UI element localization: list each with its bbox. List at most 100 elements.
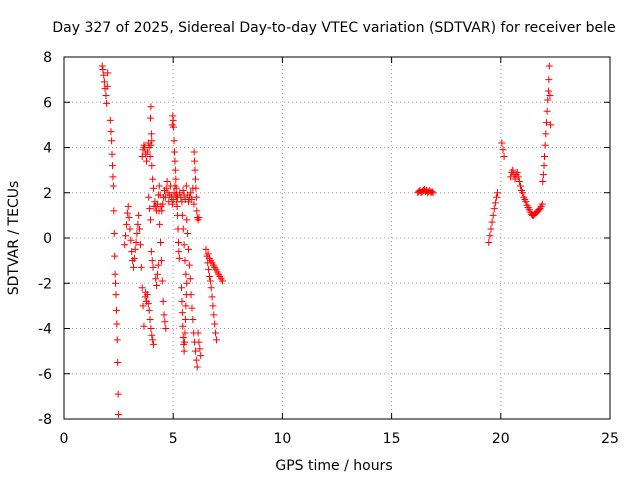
data-point — [106, 116, 114, 124]
data-point — [204, 250, 212, 258]
data-point — [122, 220, 130, 228]
data-point — [184, 229, 192, 237]
data-point — [202, 245, 210, 253]
data-point — [191, 166, 199, 174]
gridlines — [64, 57, 610, 419]
data-point — [129, 263, 137, 271]
data-point — [219, 277, 227, 285]
data-point — [178, 211, 186, 219]
data-point — [135, 211, 143, 219]
data-point — [498, 139, 506, 147]
data-point — [161, 193, 169, 201]
data-point — [113, 336, 121, 344]
data-point — [189, 315, 197, 323]
data-point — [114, 358, 122, 366]
data-point — [489, 211, 497, 219]
data-point — [148, 331, 156, 339]
data-point — [487, 225, 495, 233]
data-point — [147, 130, 155, 138]
data-point — [138, 284, 146, 292]
data-point — [171, 157, 179, 165]
data-point — [180, 241, 188, 249]
data-point — [163, 177, 171, 185]
data-point — [143, 291, 151, 299]
data-point — [194, 329, 202, 337]
data-point — [144, 300, 152, 308]
data-point — [173, 202, 181, 210]
data-point — [181, 338, 189, 346]
data-point — [513, 168, 521, 176]
data-point — [148, 162, 156, 170]
data-point — [170, 137, 178, 145]
y-tick-label: -2 — [38, 276, 52, 292]
data-point — [514, 173, 522, 181]
data-point — [146, 205, 154, 213]
data-point — [159, 200, 167, 208]
data-point — [515, 177, 523, 185]
data-point — [170, 123, 178, 131]
data-point — [110, 229, 118, 237]
data-point — [162, 325, 170, 332]
y-tick-label: -6 — [38, 367, 52, 383]
data-point — [147, 248, 155, 256]
data-point — [546, 91, 554, 99]
data-point — [124, 202, 132, 210]
data-point — [193, 363, 201, 371]
data-point — [143, 157, 151, 165]
data-point — [162, 184, 170, 192]
data-point — [132, 239, 140, 247]
data-point — [207, 284, 215, 292]
data-point — [100, 78, 108, 86]
data-point — [540, 153, 548, 161]
data-point — [499, 146, 507, 154]
data-point — [178, 309, 186, 317]
data-point — [212, 329, 220, 337]
data-point — [150, 184, 158, 192]
data-point — [112, 306, 120, 314]
data-point — [192, 184, 200, 192]
data-point — [149, 175, 157, 183]
x-tick-label: 5 — [169, 431, 178, 447]
data-point — [111, 252, 119, 260]
data-point — [109, 182, 117, 190]
data-point — [545, 62, 553, 70]
data-point — [174, 239, 182, 247]
data-point — [542, 130, 550, 138]
data-point — [139, 302, 147, 310]
y-tick-labels: -8 -6 -4 -2 0 2 4 6 8 — [38, 50, 52, 428]
data-point — [154, 261, 162, 269]
data-point — [115, 410, 123, 418]
data-point — [187, 189, 195, 197]
data-point — [161, 318, 169, 326]
data-point — [103, 99, 111, 107]
data-point — [145, 193, 153, 201]
data-point — [168, 200, 176, 208]
data-point — [491, 199, 499, 207]
data-point — [109, 173, 117, 181]
data-point — [172, 175, 180, 183]
data-point — [490, 205, 498, 213]
data-point — [179, 322, 187, 330]
data-point — [195, 214, 203, 222]
data-point — [98, 62, 106, 70]
data-point — [191, 157, 199, 165]
data-point — [183, 216, 191, 224]
data-point — [185, 261, 193, 269]
data-point — [112, 291, 120, 299]
data-point — [102, 91, 110, 99]
data-point — [103, 82, 111, 90]
data-point — [134, 220, 142, 228]
data-point — [205, 266, 213, 274]
data-point — [188, 304, 196, 312]
data-point — [146, 216, 154, 224]
data-point — [172, 184, 180, 192]
data-point — [190, 200, 198, 208]
data-point — [492, 193, 500, 201]
data-point — [192, 356, 200, 364]
data-point — [182, 302, 190, 310]
data-point — [210, 311, 218, 319]
data-point — [183, 279, 191, 287]
data-point — [544, 96, 552, 104]
data-point — [107, 128, 115, 136]
